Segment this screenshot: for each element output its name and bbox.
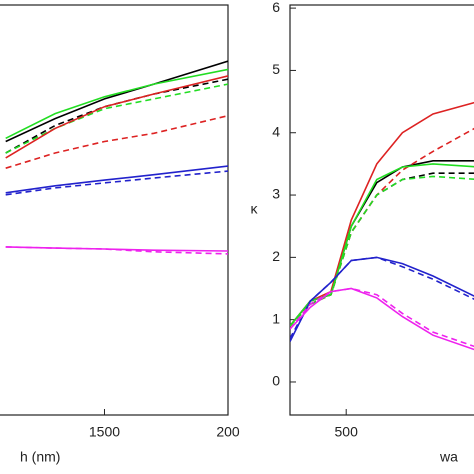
x-axis-label: h (nm) (20, 449, 60, 465)
data-line (5, 78, 228, 154)
y-tick-label: 2 (272, 248, 280, 264)
y-tick-label: 6 (272, 0, 280, 15)
data-line (5, 75, 228, 159)
data-line (5, 170, 228, 196)
data-line (5, 60, 228, 143)
y-tick-label: 5 (272, 61, 280, 77)
plot-frame (0, 4, 229, 416)
x-tick-label: 1500 (89, 424, 120, 440)
y-tick-label: 1 (272, 310, 280, 326)
data-line (5, 83, 228, 154)
plot-frame (289, 4, 474, 416)
data-line (5, 246, 228, 255)
data-line (290, 287, 474, 351)
y-tick-label: 4 (272, 123, 280, 139)
x-tick-label: 500 (335, 424, 359, 440)
y-axis-label: κ (251, 201, 259, 217)
data-line (290, 172, 474, 327)
data-line (5, 114, 228, 169)
data-line (290, 256, 474, 339)
x-axis-label: wa (439, 449, 458, 465)
data-line (290, 101, 474, 327)
series-group (5, 60, 228, 255)
series-group (290, 101, 474, 351)
data-line (290, 175, 474, 327)
data-line (5, 68, 228, 140)
data-line (5, 165, 228, 194)
data-line (290, 163, 474, 327)
y-tick-label: 0 (272, 373, 280, 389)
data-line (290, 287, 474, 348)
y-tick-label: 3 (272, 186, 280, 202)
x-tick-label: 200 (216, 424, 240, 440)
